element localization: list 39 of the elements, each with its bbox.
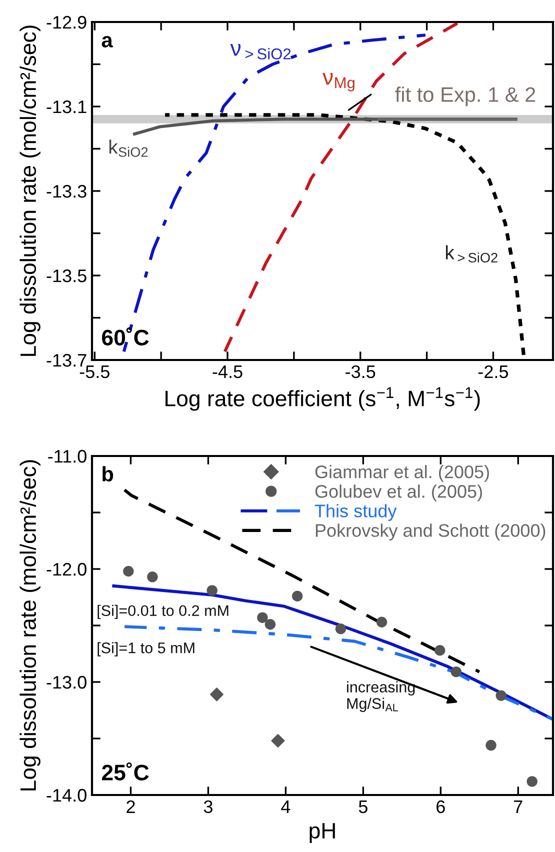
- x-tick-label: 3: [204, 800, 212, 814]
- x-tick-label: 2: [126, 800, 135, 813]
- legend-label: Pokrovsky and Schott (2000): [316, 524, 546, 540]
- x-tick-label: -5.5: [80, 366, 110, 378]
- annotation: fit to Exp. 1 & 2: [395, 86, 536, 106]
- x-tick-label: -4.5: [212, 366, 242, 378]
- x-tick-label: 7: [514, 800, 522, 813]
- legend-label: Golubev et al. (2005): [315, 484, 482, 502]
- y-tick-label: -12.9: [46, 16, 86, 29]
- x-tick-label: 4: [281, 800, 290, 813]
- annotation: ν$_{>SiO2}$: [230, 44, 291, 60]
- x-tick-label: -2.5: [478, 365, 508, 378]
- legend-label: Giammar et al. (2005): [315, 465, 489, 482]
- x-tick-label: 5: [358, 800, 368, 814]
- annotation: 60˚C: [102, 327, 149, 346]
- y-tick-label: -13.0: [46, 676, 86, 689]
- annotation: [Si]=0.01 to 0.2 mM: [98, 604, 228, 620]
- y-axis-title: Log dissolution rate (mol/cm²/sec): [20, 26, 40, 356]
- y-tick-label: -12.0: [46, 562, 86, 576]
- annotation: a: [102, 36, 113, 48]
- y-tick-label: -13.5: [46, 269, 86, 282]
- y-tick-label: -11.0: [48, 450, 86, 463]
- annotation: [Si]=1 to 5 mM: [98, 642, 194, 656]
- annotation: ν$_{Mg}$: [322, 72, 354, 92]
- y-tick-label: -13.7: [46, 354, 86, 367]
- annotation: increasing Mg/Si$_{AL}$: [347, 681, 415, 712]
- y-tick-label: -14.0: [46, 788, 86, 802]
- x-tick-label: 6: [436, 800, 445, 814]
- annotation: 25˚C: [102, 762, 149, 780]
- y-tick-label: -13.1: [46, 100, 86, 114]
- annotation: k$_{>SiO2}$: [446, 245, 498, 263]
- legend-label: This study: [314, 504, 397, 521]
- y-tick-label: -13.3: [46, 184, 86, 198]
- x-axis-title: Log rate coefficient (s$^{−1}$, M$^{−1}$s$^{−1}$): [166, 387, 480, 411]
- x-tick-label: -3.5: [346, 365, 376, 378]
- x-axis-title: pH: [310, 823, 335, 843]
- annotation: k$_{SiO2}$: [109, 140, 148, 157]
- y-axis-title: Log dissolution rate (mol/cm²/sec): [20, 460, 40, 790]
- annotation: b: [102, 466, 114, 482]
